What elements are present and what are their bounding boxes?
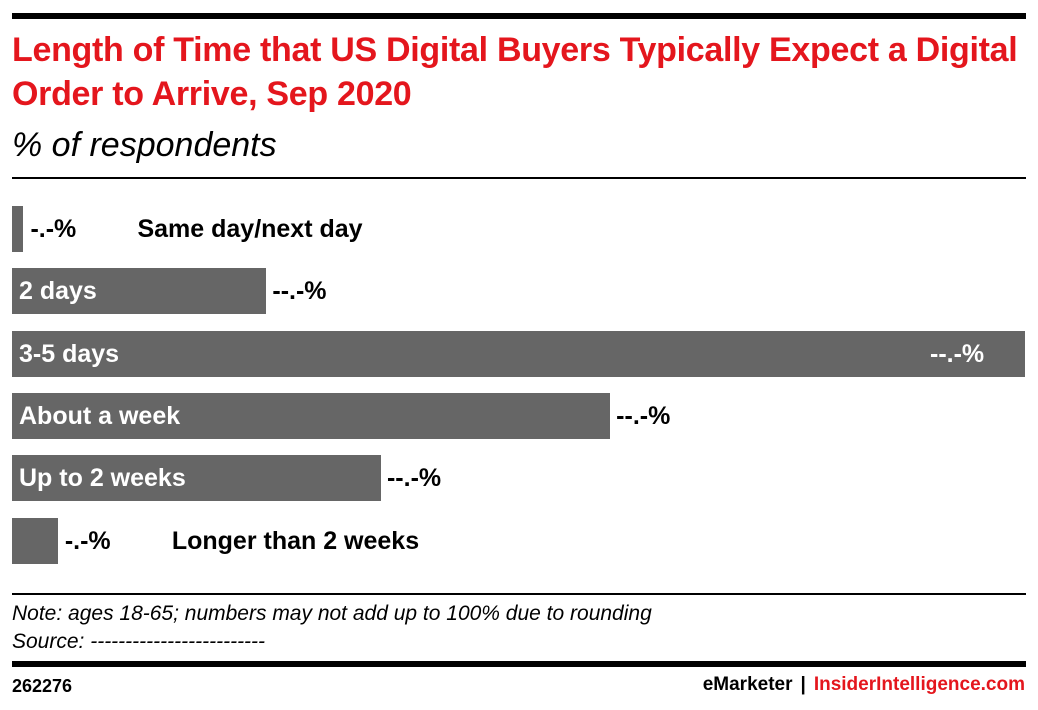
bar <box>12 392 611 439</box>
bar <box>12 330 1025 377</box>
bar <box>12 268 267 315</box>
chart-note: Note: ages 18-65; numbers may not add up… <box>12 602 652 625</box>
top-rule <box>12 13 1026 19</box>
brand-separator: | <box>800 674 806 695</box>
category-label: Up to 2 weeks <box>19 464 186 493</box>
category-label: 3-5 days <box>19 339 120 368</box>
brand-logo: eMarketer | InsiderIntelligence.com <box>703 674 1025 696</box>
value-label: --.-% <box>930 339 985 368</box>
category-label: 2 days <box>19 277 97 306</box>
bar <box>12 455 381 502</box>
value-label: -.-% <box>30 215 77 243</box>
chart-source: Source: ------------------------- <box>12 630 266 653</box>
value-label: -.-% <box>64 526 111 555</box>
category-label: About a week <box>19 401 181 430</box>
bar <box>12 206 24 252</box>
category-label: Longer than 2 weeks <box>171 526 420 555</box>
bottom-rule <box>12 661 1026 667</box>
chart-title: Length of Time that US Digital Buyers Ty… <box>12 31 1018 113</box>
brand-insider-intelligence[interactable]: InsiderIntelligence.com <box>813 674 1025 695</box>
footer-rule <box>12 593 1026 595</box>
bar <box>12 517 58 564</box>
chart-subtitle: % of respondents <box>12 126 277 164</box>
header-rule <box>12 177 1026 179</box>
brand-emarketer: eMarketer <box>702 674 793 695</box>
value-label: --.-% <box>386 464 442 493</box>
category-label: Same day/next day <box>137 215 363 243</box>
value-label: --.-% <box>272 277 327 306</box>
value-label: --.-% <box>616 401 671 430</box>
chart-id: 262276 <box>12 676 73 696</box>
